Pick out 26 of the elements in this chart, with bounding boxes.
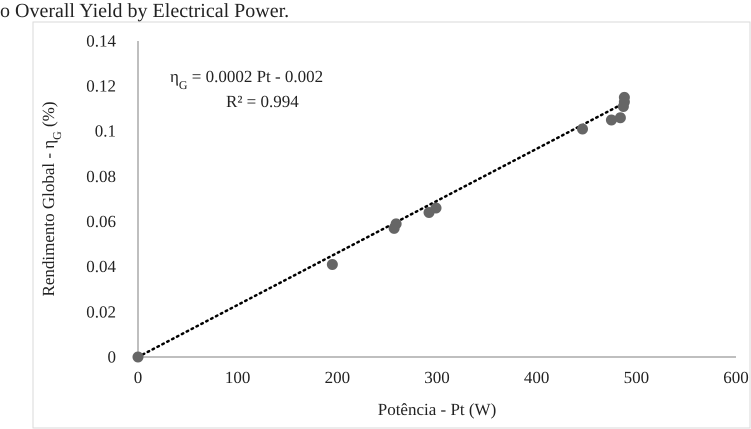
y-tick-label: 0.14 (86, 31, 116, 50)
x-tick-label: 100 (224, 368, 250, 388)
y-tick-label: 0 (108, 347, 116, 366)
point (430, 202, 442, 214)
y-tick-label: 0.02 (86, 302, 116, 322)
point (606, 114, 617, 126)
chart-title: o Overall Yield by Electrical Power. (0, 0, 290, 22)
x-tick-label: 300 (424, 368, 450, 388)
point (577, 124, 588, 135)
y-tick-label: 0.12 (86, 76, 116, 96)
y-tick-label: 0.06 (86, 212, 116, 232)
annotation: R² = 0.994 (226, 92, 300, 111)
x-tick-label: 600 (723, 368, 749, 388)
point (132, 352, 144, 362)
y-tick-label: 0.08 (86, 166, 116, 186)
annotation: η$_{G}$ = 0.0002 Pt - 0.002 (170, 67, 324, 92)
x-tick-label: 200 (324, 368, 350, 388)
y-tick-label: 0.04 (86, 257, 116, 276)
point (390, 218, 402, 230)
x-tick-label: 0 (134, 368, 142, 388)
point (614, 112, 626, 124)
x-axis-title: Potência - Pt (W) (378, 400, 496, 419)
x-tick-label: 400 (524, 368, 550, 388)
point (326, 258, 338, 270)
x-tick-label: 500 (624, 368, 650, 388)
y-tick-label: 0.1 (94, 122, 116, 141)
